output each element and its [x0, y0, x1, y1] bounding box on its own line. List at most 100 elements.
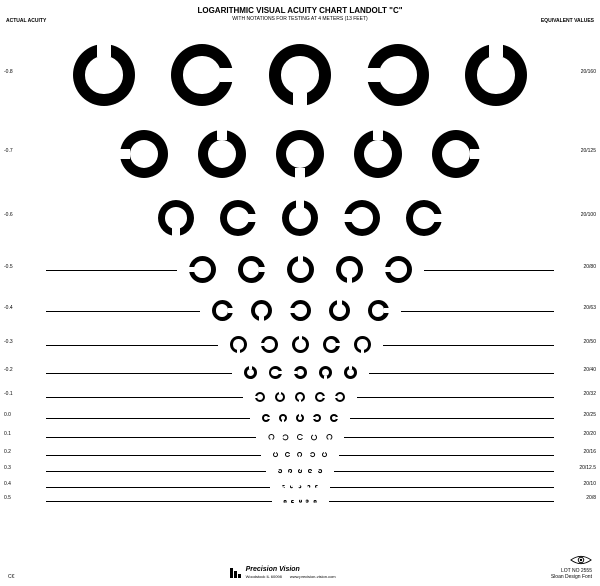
optotype-row: [0, 200, 600, 236]
guide-line: [401, 311, 555, 312]
landolt-c: [344, 366, 357, 379]
landolt-c: [279, 414, 287, 422]
landolt-c: [290, 300, 311, 321]
guide-line: [46, 373, 232, 374]
landolt-c: [284, 500, 287, 503]
landolt-c: [285, 452, 290, 457]
landolt-c: [299, 500, 302, 503]
landolt-c: [354, 336, 371, 353]
guide-line: [46, 345, 218, 346]
brand-url: www.precision-vision.com: [290, 574, 336, 579]
guide-line: [46, 471, 266, 472]
landolt-c: [275, 392, 285, 402]
landolt-c: [432, 130, 480, 178]
landolt-c: [307, 485, 310, 488]
guide-line: [357, 397, 554, 398]
footer: C€ Precision Vision Woodstock IL 60098 w…: [0, 554, 600, 580]
guide-line: [46, 455, 261, 456]
landolt-c: [171, 44, 233, 106]
landolt-c: [323, 336, 340, 353]
landolt-c: [315, 392, 325, 402]
landolt-c: [465, 44, 527, 106]
landolt-c: [322, 452, 327, 457]
acuity-chart-page: LOGARITHMIC VISUAL ACUITY CHART LANDOLT …: [0, 0, 600, 586]
landolt-c: [212, 300, 233, 321]
landolt-c: [73, 44, 135, 106]
brand-name: Precision Vision: [246, 566, 300, 573]
landolt-c: [255, 392, 265, 402]
left-column-header: ACTUAL ACUITY: [6, 18, 46, 24]
landolt-c: [238, 256, 265, 283]
landolt-c: [268, 434, 274, 440]
landolt-c: [282, 200, 318, 236]
landolt-c: [330, 414, 338, 422]
guide-line: [383, 345, 555, 346]
landolt-c: [290, 485, 293, 488]
guide-line: [339, 455, 554, 456]
landolt-c: [244, 366, 257, 379]
guide-line: [46, 311, 200, 312]
chart-title: LOGARITHMIC VISUAL ACUITY CHART LANDOLT …: [0, 6, 600, 15]
landolt-c: [313, 414, 321, 422]
guide-line: [350, 418, 554, 419]
landolt-c: [297, 434, 303, 440]
landolt-c: [230, 336, 247, 353]
guide-line: [344, 437, 554, 438]
guide-line: [46, 397, 243, 398]
landolt-c: [315, 485, 318, 488]
landolt-c: [344, 200, 380, 236]
landolt-c: [282, 434, 288, 440]
guide-line: [330, 487, 554, 488]
ce-mark: C€: [8, 574, 14, 580]
guide-line: [334, 471, 554, 472]
landolt-c: [198, 130, 246, 178]
eye-icon: [570, 554, 592, 566]
landolt-c: [189, 256, 216, 283]
landolt-c: [326, 434, 332, 440]
landolt-c: [262, 414, 270, 422]
landolt-c: [120, 130, 168, 178]
landolt-c: [406, 200, 442, 236]
guide-line: [369, 373, 555, 374]
landolt-c: [298, 469, 302, 473]
landolt-c: [276, 130, 324, 178]
landolt-c: [329, 300, 350, 321]
brand: Precision Vision Woodstock IL 60098 www.…: [230, 566, 336, 580]
design: Sloan Design Font: [551, 574, 592, 580]
guide-line: [424, 270, 555, 271]
landolt-c: [311, 434, 317, 440]
landolt-c: [310, 452, 315, 457]
landolt-c: [269, 44, 331, 106]
landolt-c: [336, 256, 363, 283]
landolt-c: [295, 392, 305, 402]
optotype-row: [0, 44, 600, 106]
right-column-header: EQUIVALENT VALUES: [541, 18, 594, 24]
landolt-c: [298, 485, 301, 488]
guide-line: [46, 418, 250, 419]
landolt-c: [318, 469, 322, 473]
landolt-c: [294, 366, 307, 379]
landolt-c: [292, 336, 309, 353]
landolt-c: [368, 300, 389, 321]
footer-right: LOT NO 2555 Sloan Design Font: [551, 554, 592, 580]
landolt-c: [308, 469, 312, 473]
optotype-row: [0, 130, 600, 178]
landolt-c: [314, 500, 317, 503]
landolt-c: [354, 130, 402, 178]
brand-sub: Woodstock IL 60098: [246, 574, 282, 579]
landolt-c: [297, 452, 302, 457]
landolt-c: [158, 200, 194, 236]
landolt-c: [220, 200, 256, 236]
landolt-c: [269, 366, 282, 379]
guide-line: [46, 437, 256, 438]
guide-line: [46, 487, 270, 488]
landolt-c: [319, 366, 332, 379]
landolt-c: [261, 336, 278, 353]
landolt-c: [291, 500, 294, 503]
landolt-c: [278, 469, 282, 473]
landolt-c: [385, 256, 412, 283]
landolt-c: [251, 300, 272, 321]
landolt-c: [273, 452, 278, 457]
landolt-c: [288, 469, 292, 473]
guide-line: [46, 501, 272, 502]
